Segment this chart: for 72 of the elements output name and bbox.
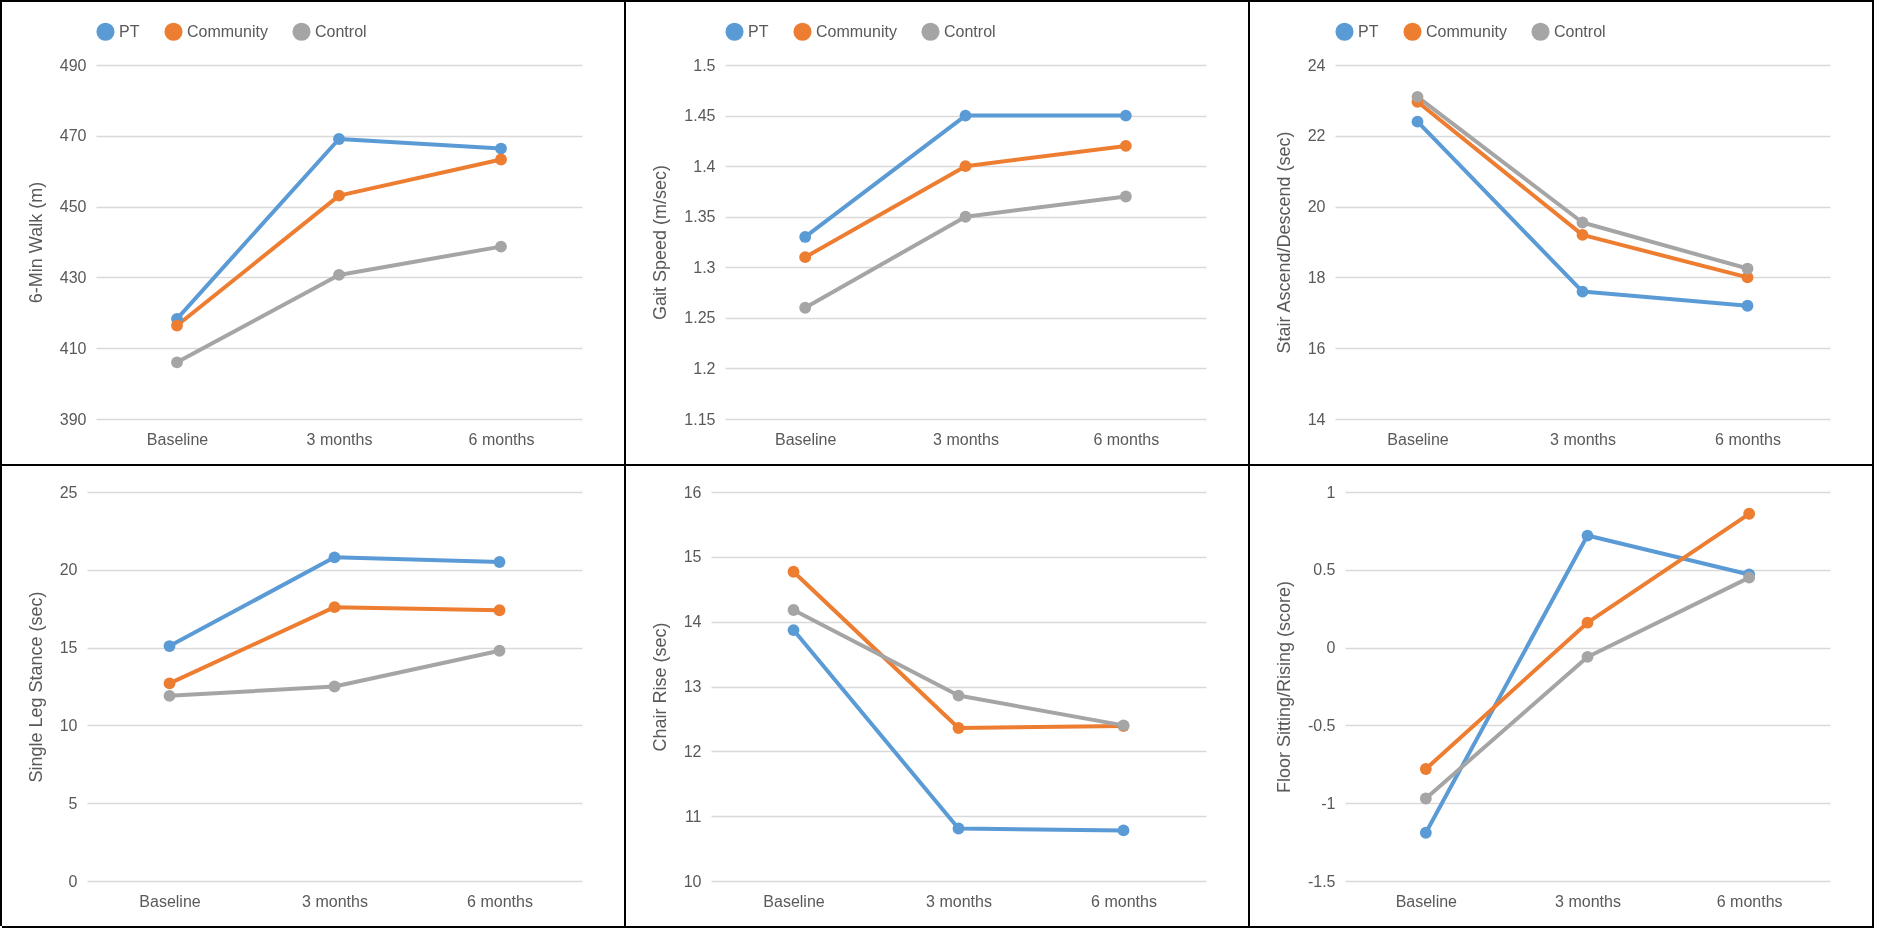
- legend-label: Community: [816, 22, 897, 40]
- y-tick-label: 20: [59, 561, 78, 579]
- y-tick-label: 12: [683, 742, 702, 760]
- legend-label: Community: [1426, 22, 1507, 40]
- x-tick-label: 6 months: [468, 430, 535, 448]
- legend-label: Control: [944, 22, 996, 40]
- y-tick-label: 16: [1307, 339, 1326, 357]
- y-tick-label: 470: [59, 127, 87, 145]
- x-tick-label: 6 months: [1716, 892, 1783, 910]
- y-axis-title: 6-Min Walk (m): [25, 181, 46, 304]
- y-tick-label: 1.3: [693, 258, 716, 276]
- y-tick-label: 14: [1307, 410, 1326, 428]
- y-axis-title: Chair Rise (sec): [649, 622, 670, 752]
- legend-label: PT: [119, 22, 140, 40]
- y-tick-label: 490: [59, 56, 87, 74]
- x-tick-label: 6 months: [467, 892, 533, 910]
- y-tick-label: 13: [683, 678, 702, 695]
- y-tick-label: -1: [1321, 794, 1336, 812]
- y-tick-label: 1.5: [693, 56, 716, 74]
- x-tick-label: 3 months: [302, 892, 368, 910]
- x-tick-label: Baseline: [774, 430, 837, 448]
- y-tick-label: 25: [59, 483, 78, 501]
- x-tick-label: Baseline: [146, 430, 209, 448]
- y-tick-label: -0.5: [1307, 716, 1336, 734]
- y-tick-label: 15: [59, 639, 78, 657]
- x-tick-label: 3 months: [933, 430, 999, 448]
- y-tick-label: 450: [59, 198, 87, 216]
- y-tick-label: 1: [1326, 483, 1336, 501]
- y-tick-label: 14: [683, 613, 702, 631]
- x-tick-label: 6 months: [1091, 892, 1157, 910]
- y-tick-label: 15: [683, 548, 702, 566]
- y-tick-label: 10: [683, 872, 702, 890]
- x-tick-label: 3 months: [926, 892, 992, 910]
- y-tick-label: 0.5: [1313, 561, 1336, 579]
- legend-label: Control: [315, 22, 367, 40]
- x-tick-label: Baseline: [763, 892, 825, 910]
- x-tick-label: Baseline: [1395, 892, 1458, 910]
- y-tick-label: 430: [59, 268, 87, 286]
- y-tick-label: 1.35: [684, 208, 716, 226]
- y-tick-label: 16: [683, 483, 702, 501]
- y-axis-title: Gait Speed (m/sec): [650, 164, 671, 321]
- y-tick-label: 5: [68, 794, 78, 812]
- y-tick-label: 24: [1307, 56, 1326, 74]
- legend-label: PT: [1358, 22, 1379, 40]
- y-tick-label: 1.2: [693, 359, 716, 377]
- y-tick-label: 1.4: [693, 157, 716, 175]
- y-axis-title: Single Leg Stance (sec): [25, 591, 46, 783]
- y-tick-label: 410: [59, 339, 87, 357]
- legend-label: Community: [187, 22, 268, 40]
- y-axis-title: Stair Ascend/Descend (sec): [1273, 131, 1294, 354]
- y-tick-label: 0: [68, 872, 78, 890]
- y-tick-label: 1.15: [684, 410, 716, 428]
- y-tick-label: 390: [59, 410, 87, 428]
- x-tick-label: 6 months: [1715, 430, 1781, 448]
- y-tick-label: -1.5: [1307, 872, 1336, 890]
- x-tick-label: Baseline: [139, 892, 201, 910]
- y-axis-title: Floor Sitting/Rising (score): [1273, 580, 1294, 794]
- y-tick-label: 22: [1307, 127, 1326, 145]
- x-tick-label: 3 months: [1550, 430, 1616, 448]
- y-tick-label: 0: [1326, 639, 1336, 657]
- y-tick-label: 20: [1307, 198, 1326, 216]
- y-tick-label: 18: [1307, 268, 1326, 286]
- y-tick-label: 11: [684, 807, 702, 825]
- x-tick-label: Baseline: [1387, 430, 1449, 448]
- x-tick-label: 3 months: [306, 430, 373, 448]
- legend-label: PT: [748, 22, 769, 40]
- y-tick-label: 1.45: [684, 107, 716, 125]
- x-tick-label: 3 months: [1555, 892, 1621, 910]
- y-tick-label: 10: [59, 716, 78, 734]
- legend-label: Control: [1554, 22, 1606, 40]
- y-tick-label: 1.25: [684, 309, 716, 327]
- x-tick-label: 6 months: [1093, 430, 1160, 448]
